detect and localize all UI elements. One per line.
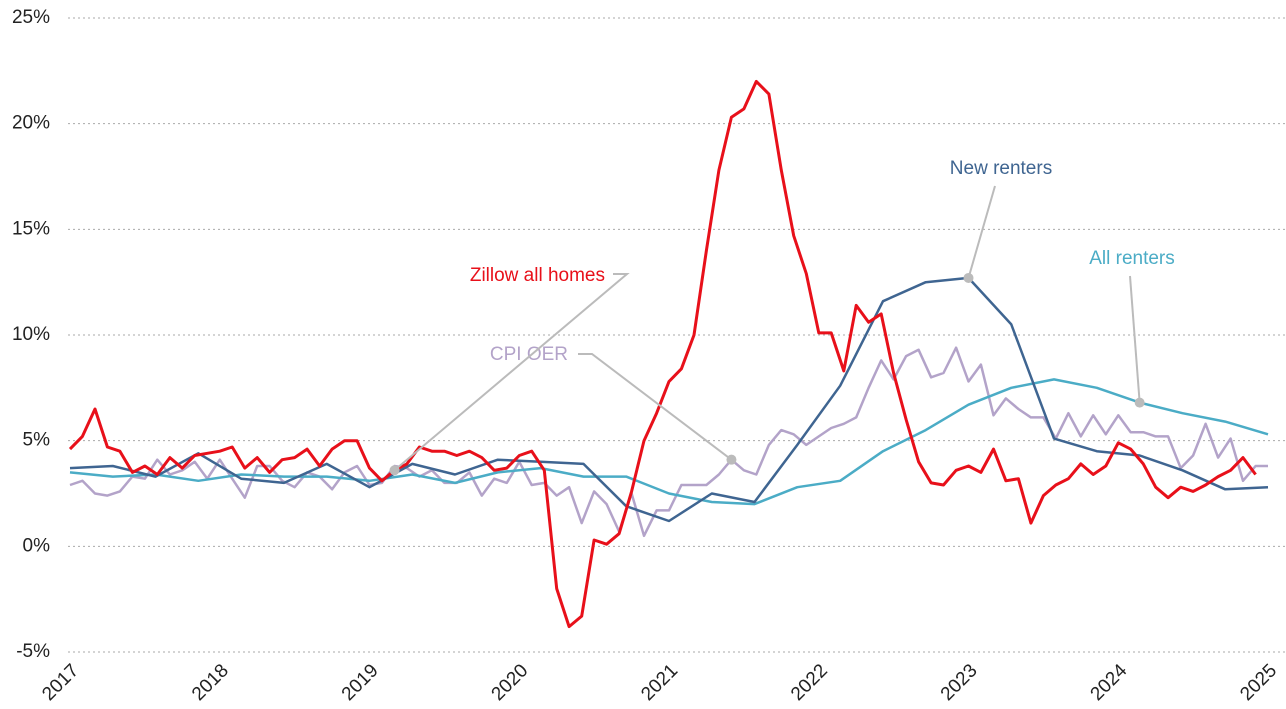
series-line (69, 276, 1269, 523)
y-tick-label: 20% (12, 113, 50, 134)
x-tick-label: 2017 (38, 660, 83, 705)
leader-line (393, 273, 630, 472)
y-tick-label: -5% (16, 641, 50, 662)
series-label: Zillow all homes (470, 265, 605, 286)
y-tick-label: 5% (23, 430, 51, 451)
x-tick-label: 2018 (188, 660, 233, 705)
leader-line (578, 353, 733, 461)
series-line (69, 378, 1269, 506)
series-label: CPI OER (490, 344, 568, 365)
leader-line (1129, 275, 1141, 403)
y-tick-label: 25% (12, 7, 50, 28)
y-tick-label: 10% (12, 324, 50, 345)
annotation-dot (389, 465, 400, 476)
x-tick-label: 2022 (787, 660, 832, 705)
y-tick-label: 15% (12, 218, 50, 239)
x-tick-label: 2020 (488, 660, 533, 705)
x-tick-label: 2024 (1087, 660, 1132, 705)
x-tick-label: 2025 (1236, 660, 1281, 705)
series-line (69, 346, 1268, 538)
annotation-dot (1134, 397, 1145, 408)
leader-line (967, 185, 996, 279)
annotation-dot (726, 454, 737, 465)
x-tick-label: 2021 (637, 660, 682, 705)
series-line (68, 79, 1257, 629)
x-tick-label: 2023 (937, 660, 982, 705)
series-label: All renters (1089, 248, 1175, 269)
annotation-dot (963, 272, 974, 283)
y-tick-label: 0% (23, 535, 51, 556)
x-tick-label: 2019 (338, 660, 383, 705)
series-label: New renters (950, 158, 1052, 179)
